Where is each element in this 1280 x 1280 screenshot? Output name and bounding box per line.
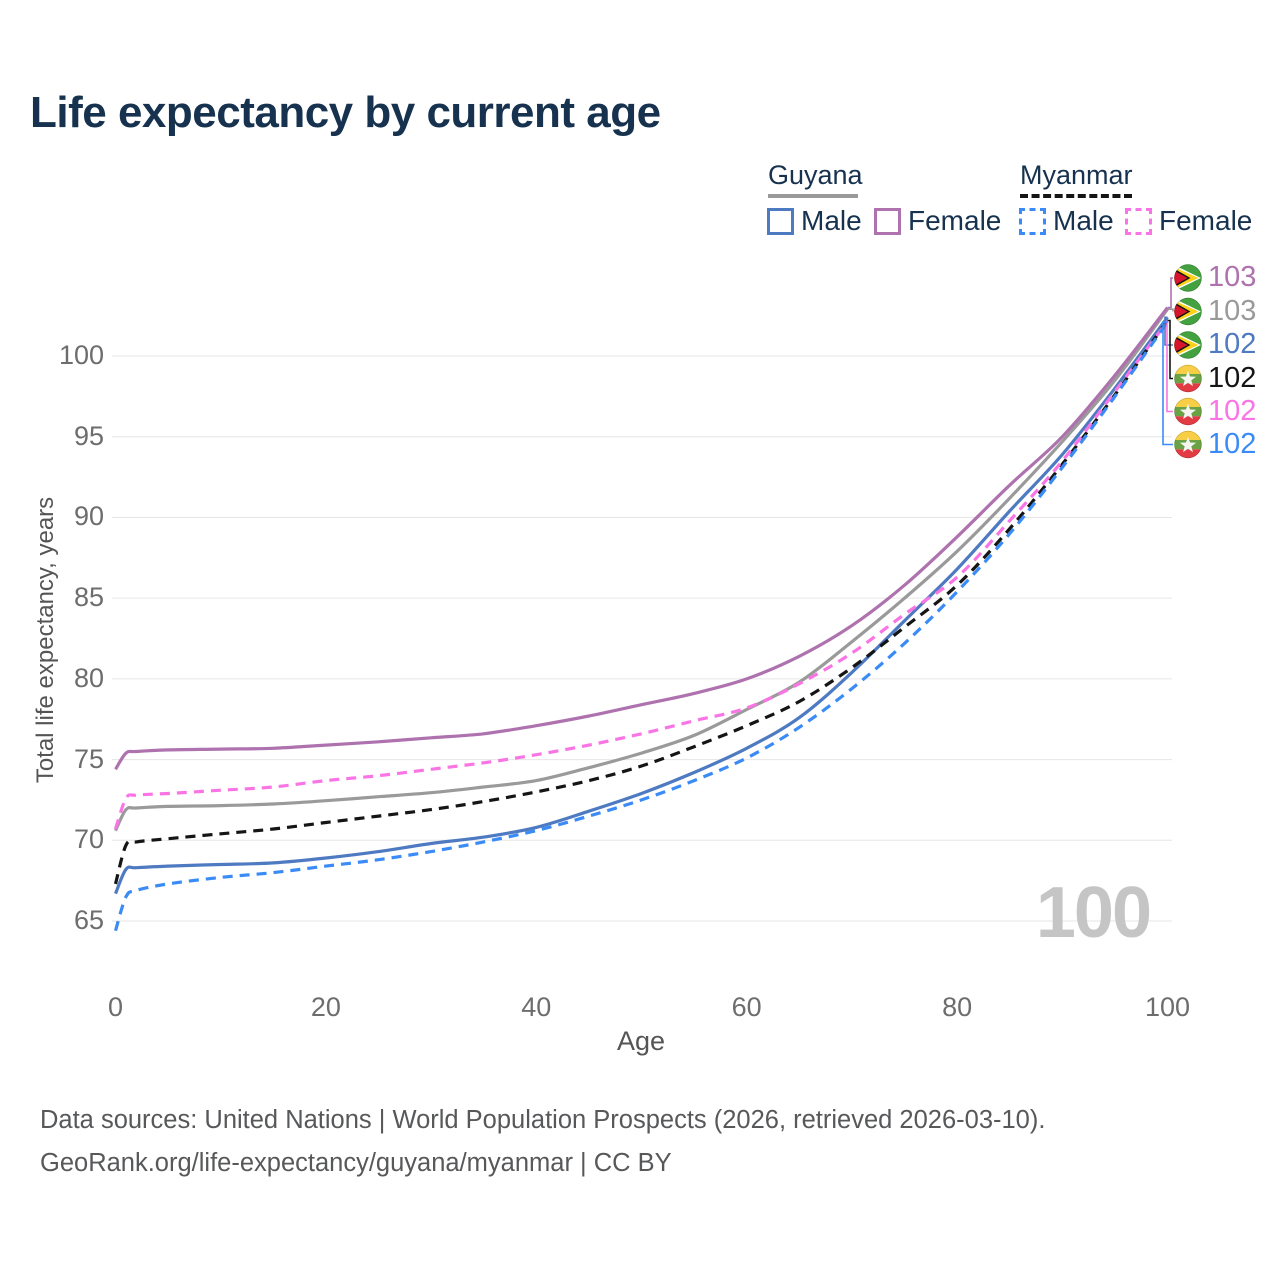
x-tick-label: 60 (731, 992, 762, 1022)
x-tick-label: 100 (1144, 992, 1191, 1022)
guyana-female-swatch-icon[interactable] (874, 207, 901, 235)
legend-item-myanmar-male[interactable]: Male (1019, 205, 1114, 237)
end-value-guyana-female: 103 (1208, 261, 1257, 293)
y-axis-title: Total life expectancy, years (32, 496, 59, 784)
myanmar-female-swatch-icon[interactable] (1125, 207, 1152, 235)
end-label-flags (1174, 264, 1203, 460)
x-tick-label: 0 (107, 992, 124, 1022)
connector-guyana-male (1164, 316, 1173, 346)
gridlines (112, 355, 1172, 922)
footer: Data sources: United Nations | World Pop… (40, 1099, 1045, 1185)
y-tick-label: 65 (73, 905, 104, 935)
legend-item-label: Male (801, 205, 862, 236)
end-value-myanmar-all: 102 (1208, 361, 1257, 394)
legend-group-myanmar: Myanmar (1020, 160, 1133, 198)
guyana-flag-icon (1174, 297, 1203, 326)
series-curve-guyana-all (114, 308, 1169, 832)
myanmar-flag-icon (1174, 364, 1203, 393)
connector-myanmar-female (1166, 320, 1173, 413)
end-value-guyana-all: 103 (1208, 294, 1257, 327)
legend-item-guyana-female[interactable]: Female (874, 205, 1001, 237)
myanmar-line-sample (1020, 194, 1132, 198)
guyana-flag-icon (1174, 331, 1203, 360)
end-value-guyana-male: 102 (1208, 328, 1257, 360)
series-curve-myanmar-all (113, 319, 1169, 885)
legend-country-guyana[interactable]: Guyana (768, 160, 863, 190)
y-tick-label: 70 (73, 824, 104, 855)
y-tick-label: 100 (58, 340, 104, 371)
series-curve-guyana-female (114, 306, 1169, 771)
y-tick-label: 80 (73, 662, 104, 693)
guyana-flag-icon (1174, 264, 1203, 293)
series-curves (113, 306, 1169, 932)
y-tick-label: 85 (73, 582, 104, 613)
x-tick-label: 20 (310, 992, 341, 1022)
legend-group-guyana: Guyana (768, 160, 863, 198)
series-curve-myanmar-female (113, 320, 1169, 830)
connector-guyana-all (1167, 308, 1174, 312)
end-value-myanmar-male: 102 (1208, 427, 1257, 460)
legend-item-label: Female (1159, 205, 1253, 236)
page-title: Life expectancy by current age (30, 88, 661, 137)
legend-country-myanmar[interactable]: Myanmar (1020, 160, 1133, 190)
legend-item-label: Male (1053, 205, 1114, 236)
legend-item-myanmar-female[interactable]: Female (1125, 205, 1252, 237)
legend-item-label: Female (908, 205, 1002, 236)
end-label-connectors (1162, 277, 1174, 446)
myanmar-flag-icon (1174, 430, 1203, 459)
legend-item-guyana-male[interactable]: Male (767, 205, 862, 237)
x-axis-title: Age (616, 1026, 666, 1056)
connector-myanmar-all (1167, 319, 1173, 380)
x-tick-label: 40 (521, 992, 552, 1022)
guyana-line-sample (768, 194, 858, 198)
y-tick-label: 75 (73, 743, 104, 774)
y-tick-label: 90 (73, 501, 104, 532)
myanmar-flag-icon (1174, 397, 1203, 426)
guyana-male-swatch-icon[interactable] (767, 207, 794, 235)
x-tick-label: 80 (942, 992, 973, 1022)
y-tick-label: 95 (73, 420, 104, 451)
series-curve-guyana-male (114, 316, 1169, 895)
series-curve-myanmar-male (113, 321, 1169, 932)
connector-myanmar-male (1162, 321, 1173, 446)
myanmar-male-swatch-icon[interactable] (1019, 207, 1046, 235)
end-value-myanmar-female: 102 (1208, 394, 1257, 427)
footer-data-sources: Data sources: United Nations | World Pop… (40, 1106, 1046, 1134)
connector-guyana-female (1167, 277, 1173, 309)
footer-attribution-link[interactable]: GeoRank.org/life-expectancy/guyana/myanm… (40, 1149, 672, 1177)
age-counter-watermark: 100 (1035, 873, 1152, 953)
